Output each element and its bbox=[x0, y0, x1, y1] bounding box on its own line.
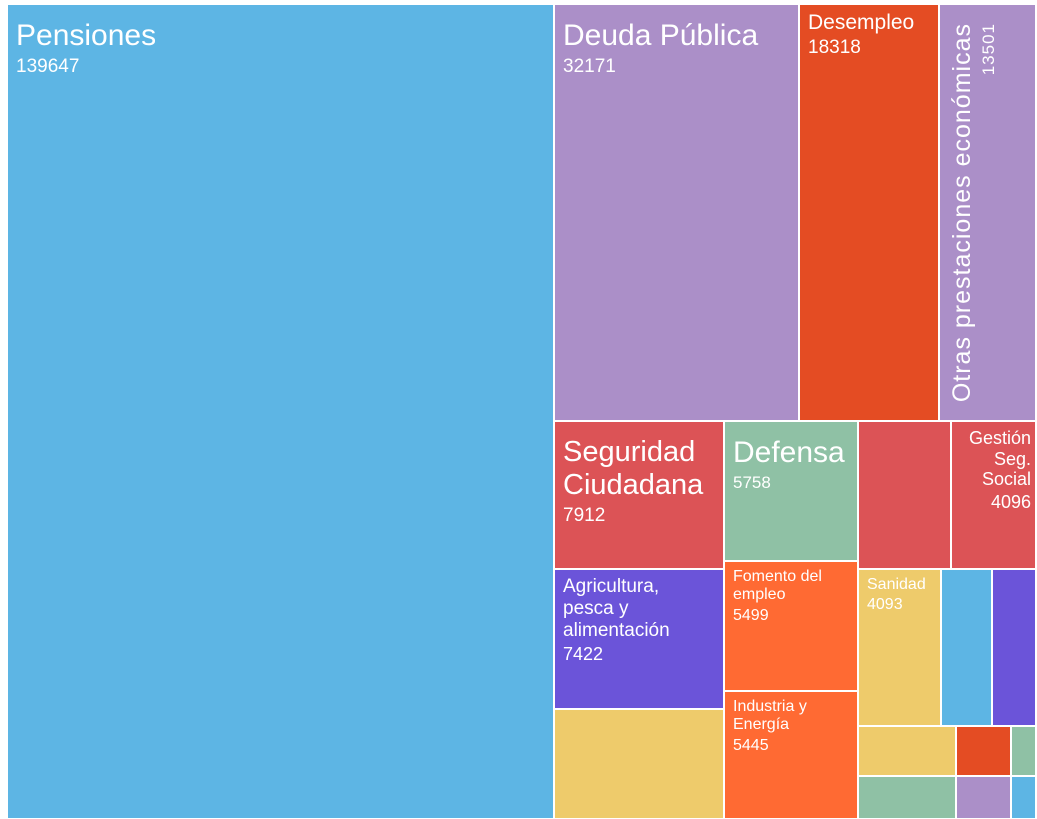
tile: Desempleo 18318 bbox=[800, 5, 938, 420]
tile-label: Deuda Pública bbox=[563, 19, 759, 52]
tile-label: Gestión Seg. Social bbox=[968, 428, 1031, 490]
tile-value: 13501 bbox=[978, 23, 998, 76]
tile-value: 18318 bbox=[808, 37, 861, 59]
tile-value: 7422 bbox=[563, 643, 604, 664]
tile-value: 4096 bbox=[990, 492, 1031, 513]
tile: Industria y Energía 5445 bbox=[725, 692, 857, 818]
tile-value: 7912 bbox=[563, 504, 606, 526]
tile bbox=[942, 570, 991, 725]
tile: Defensa 5758 bbox=[725, 422, 857, 560]
tile-label: Seguridad Ciudadana bbox=[563, 436, 704, 502]
rotated-label: Otras prestaciones económicas 13501 bbox=[948, 15, 1035, 420]
tile bbox=[993, 570, 1035, 725]
tile bbox=[859, 727, 955, 775]
tile-value: 5499 bbox=[733, 606, 769, 624]
tile-label: Otras prestaciones económicas bbox=[948, 23, 976, 403]
tile-label: Fomento del empleo bbox=[733, 568, 822, 604]
tile-label: Desempleo bbox=[808, 11, 915, 34]
tile: Pensiones 139647 bbox=[8, 5, 553, 818]
tile-value: 32171 bbox=[563, 55, 616, 77]
tile: Seguridad Ciudadana 7912 bbox=[555, 422, 723, 568]
tile bbox=[859, 777, 955, 818]
tile-label: Industria y Energía bbox=[733, 698, 807, 734]
tile: Otras prestaciones económicas 13501 bbox=[940, 5, 1035, 420]
tile bbox=[1012, 777, 1035, 818]
tile bbox=[1012, 727, 1035, 775]
tile-value: 5445 bbox=[733, 736, 769, 754]
tile-label: Agricultura, pesca y alimentación bbox=[563, 576, 670, 641]
tile bbox=[555, 710, 723, 818]
tile-value: 5758 bbox=[733, 472, 771, 492]
tile-label: Sanidad bbox=[867, 576, 926, 593]
tile: Sanidad 4093 bbox=[859, 570, 940, 725]
tile: Fomento del empleo 5499 bbox=[725, 562, 857, 690]
tile bbox=[957, 777, 1010, 818]
tile bbox=[957, 727, 1010, 775]
tile: Agricultura, pesca y alimentación 7422 bbox=[555, 570, 723, 708]
tile-value: 4093 bbox=[867, 596, 903, 614]
tile-label: Pensiones bbox=[16, 19, 157, 52]
tile: Gestión Seg. Social 4096 bbox=[952, 422, 1035, 568]
tile bbox=[859, 422, 950, 568]
tile: Deuda Pública 32171 bbox=[555, 5, 798, 420]
tile-value: 139647 bbox=[16, 55, 80, 77]
tile-label: Defensa bbox=[733, 436, 845, 469]
